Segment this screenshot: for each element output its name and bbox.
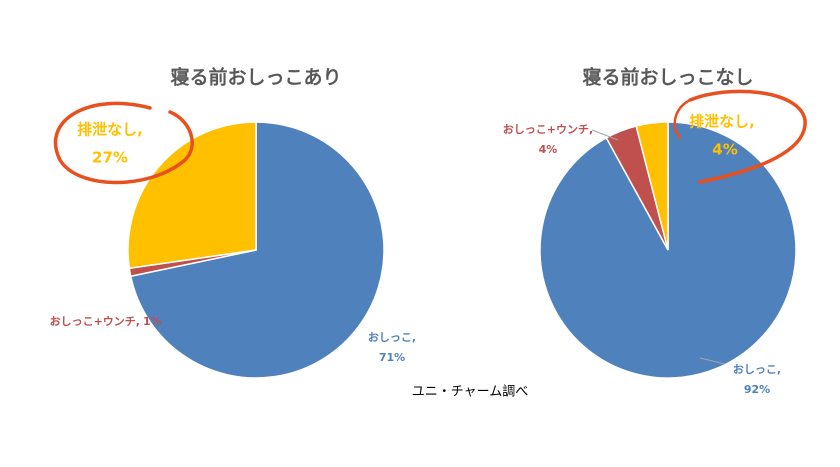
slice-label: おしっこ,: [368, 331, 416, 344]
slice-label: 排泄なし,: [689, 113, 755, 131]
slice-label: おしっこ,: [733, 363, 781, 376]
slice-value-label: 27%: [92, 149, 128, 167]
pie-slice: [127, 121, 257, 270]
slice-value-label: 4%: [539, 143, 558, 156]
slice-value-label: 1%: [143, 315, 162, 328]
source-note: ユニ・チャーム調べ: [412, 385, 528, 400]
chart-title: 寝る前おしっこなし: [582, 66, 753, 89]
highlight-swoosh: [688, 89, 807, 184]
slice-value-label: 4%: [712, 141, 737, 159]
pie-slice: [635, 121, 669, 251]
slice-label: おしっこ+ウンチ,: [503, 123, 593, 136]
slice-value-label: 92%: [744, 383, 770, 396]
highlight-swoosh: [673, 98, 692, 140]
chart-title: 寝る前おしっこあり: [170, 66, 341, 89]
slice-value-label: 71%: [379, 351, 405, 364]
leader-line: [699, 357, 726, 365]
pies: おしっこ,71%おしっこ+ウンチ, 1%排泄なし,27%おしっこ,92%おしっこ+…: [50, 113, 797, 396]
leader-line: [591, 129, 619, 141]
pie-slice: [129, 121, 385, 379]
slice-label: 排泄なし,: [77, 121, 143, 139]
slice-label: おしっこ+ウンチ,: [50, 315, 140, 328]
highlight-swoosh: [53, 101, 194, 185]
